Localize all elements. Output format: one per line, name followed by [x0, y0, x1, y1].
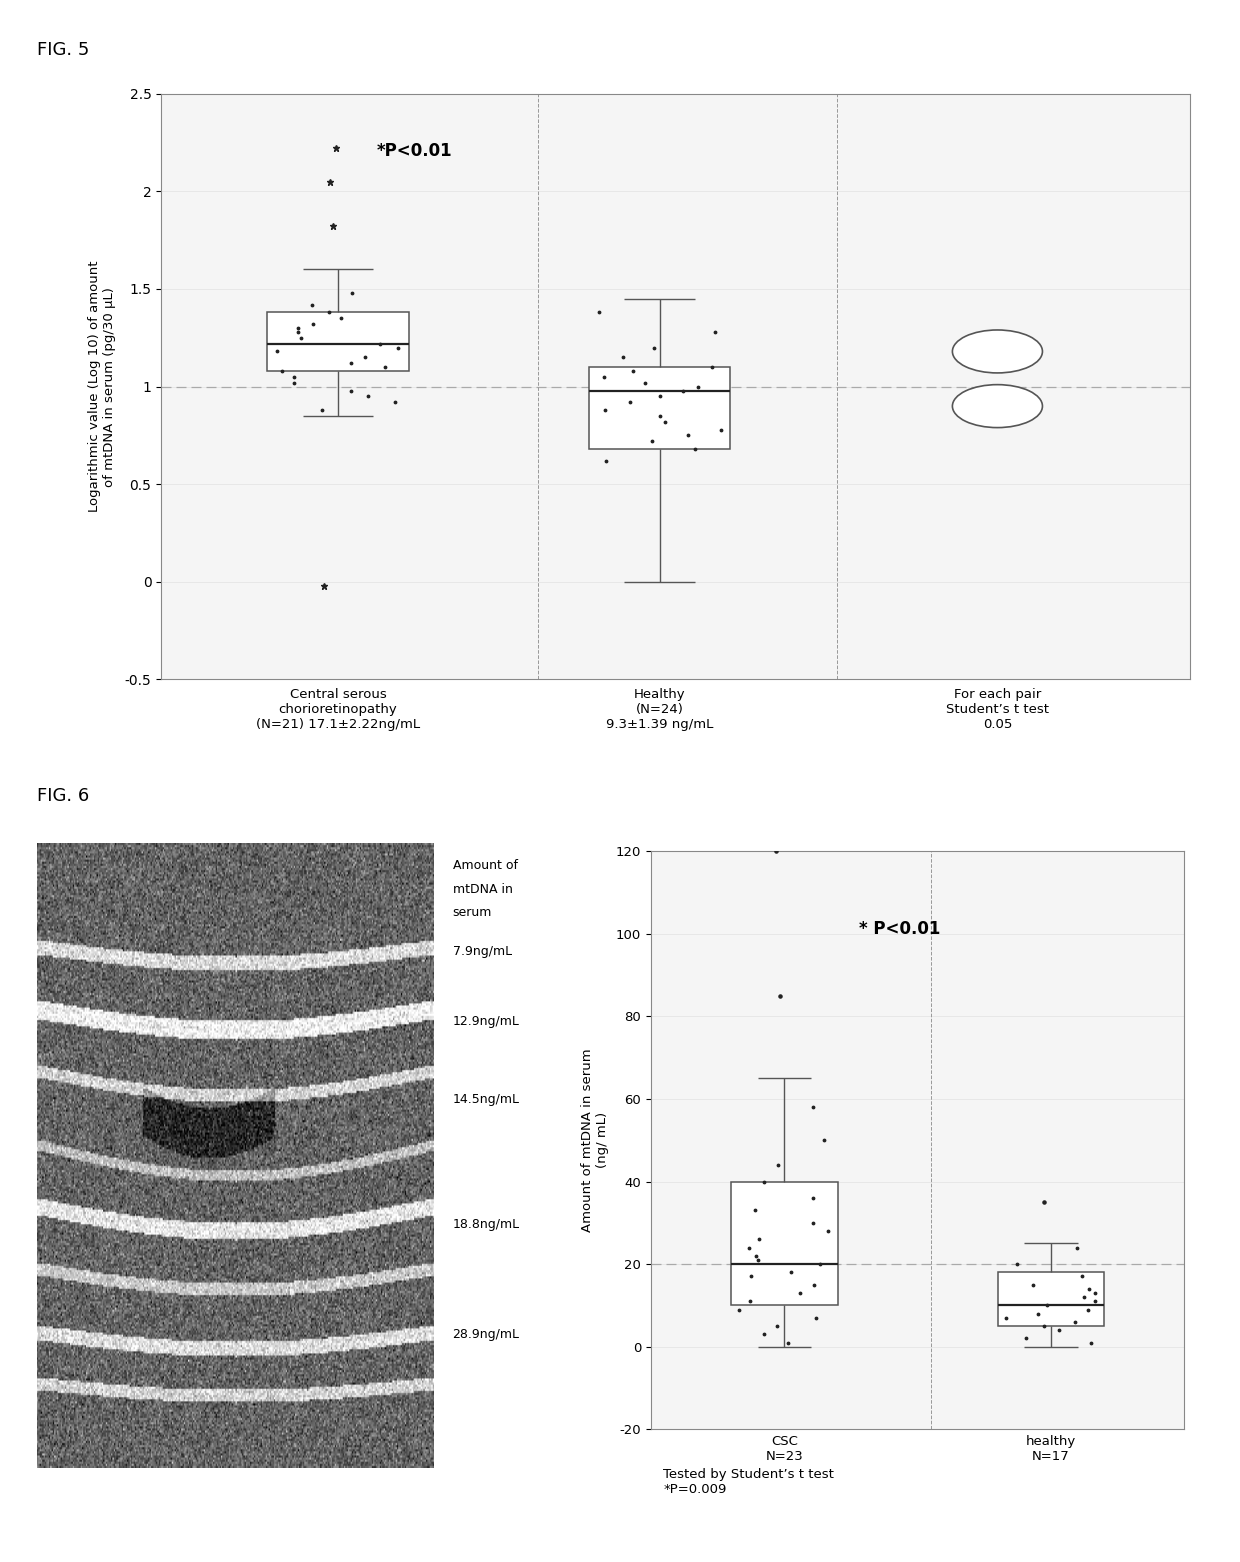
Text: 12.9ng/mL: 12.9ng/mL [453, 1015, 520, 1028]
Bar [730, 1181, 837, 1306]
Text: FIG. 5: FIG. 5 [37, 41, 89, 59]
Text: Tested by Student’s t test
*P=0.009: Tested by Student’s t test *P=0.009 [663, 1468, 835, 1496]
Text: 7.9ng/mL: 7.9ng/mL [453, 945, 512, 958]
Y-axis label: Logarithmic value (Log 10) of amount
of mtDNA in serum (pg/30 μL): Logarithmic value (Log 10) of amount of … [88, 261, 117, 512]
Text: serum: serum [453, 906, 492, 918]
Text: Amount of: Amount of [453, 859, 517, 872]
Text: * P<0.01: * P<0.01 [859, 920, 940, 937]
Text: 18.8ng/mL: 18.8ng/mL [453, 1218, 520, 1231]
Bar [997, 1273, 1105, 1326]
Text: mtDNA in: mtDNA in [453, 883, 512, 895]
Bar [589, 367, 730, 450]
Text: *P<0.01: *P<0.01 [377, 142, 453, 161]
Text: FIG. 6: FIG. 6 [37, 787, 89, 806]
Y-axis label: Amount of mtDNA in serum
(ng/ mL): Amount of mtDNA in serum (ng/ mL) [582, 1048, 609, 1232]
Ellipse shape [952, 384, 1043, 428]
Text: 28.9ng/mL: 28.9ng/mL [453, 1328, 520, 1340]
Ellipse shape [952, 330, 1043, 373]
Bar [268, 312, 409, 370]
Text: 14.5ng/mL: 14.5ng/mL [453, 1093, 520, 1106]
